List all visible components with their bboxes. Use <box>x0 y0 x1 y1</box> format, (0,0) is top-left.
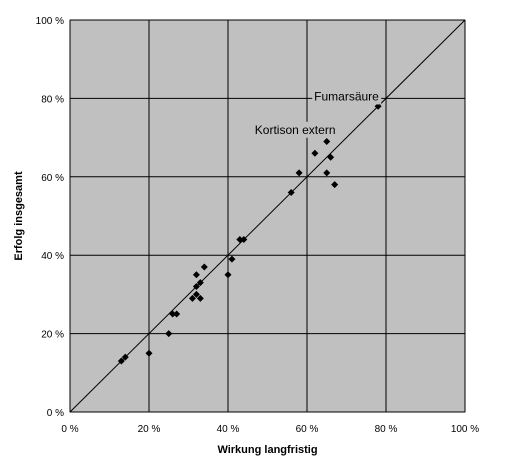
y-tick-label: 40 % <box>41 251 64 262</box>
x-tick-label: 80 % <box>375 424 398 435</box>
data-point-marker <box>121 353 129 361</box>
data-point-marker <box>145 349 153 357</box>
data-point-marker <box>165 330 173 338</box>
y-tick-label: 60 % <box>41 173 64 184</box>
data-point-marker <box>117 357 125 365</box>
data-point-marker <box>188 294 196 302</box>
data-point-marker <box>374 102 382 110</box>
data-point-marker <box>200 263 208 271</box>
data-point-marker <box>173 310 181 318</box>
y-tick-label: 0 % <box>47 408 64 419</box>
annotation-label: Kortison extern <box>255 123 336 137</box>
data-point-marker <box>196 279 204 287</box>
data-point-marker <box>327 153 335 161</box>
reference-diagonal-line <box>69 19 466 413</box>
data-points <box>117 102 382 365</box>
data-point-marker <box>224 271 232 279</box>
data-point-marker <box>236 236 244 244</box>
tick-labels: 0 % 20 % 40 % 60 % 80 % 100 % 0 % 20 % 40 % 60 % 8… <box>36 16 480 435</box>
data-point-marker <box>331 181 339 189</box>
x-tick-label: 100 % <box>451 424 479 435</box>
y-tick-label: 100 % <box>36 16 64 27</box>
x-axis-title: Wirkung langfristig <box>217 444 317 456</box>
data-point-marker <box>295 169 303 177</box>
x-tick-label: 20 % <box>138 424 161 435</box>
data-point-marker <box>287 188 295 196</box>
x-tick-label: 60 % <box>296 424 319 435</box>
data-point-marker <box>323 169 331 177</box>
y-tick-label: 80 % <box>41 94 64 105</box>
x-tick-label: 0 % <box>61 424 78 435</box>
data-point-marker <box>228 255 236 263</box>
annotation-backdrop <box>252 121 338 138</box>
gridlines <box>69 19 466 413</box>
data-point-marker <box>192 271 200 279</box>
annotations: Fumarsäure Kortison extern <box>252 88 382 138</box>
y-axis-title: Erfolg insgesamt <box>13 171 25 261</box>
data-point-marker <box>169 310 177 318</box>
data-point-marker <box>323 138 331 146</box>
data-point-marker <box>311 149 319 157</box>
data-point-marker <box>192 283 200 291</box>
data-point-marker <box>192 290 200 298</box>
x-tick-label: 40 % <box>217 424 240 435</box>
annotation-backdrop <box>312 88 382 105</box>
y-tick-label: 20 % <box>41 330 64 341</box>
data-point-marker <box>240 236 248 244</box>
data-point-marker <box>196 294 204 302</box>
annotation-label: Fumarsäure <box>314 89 379 103</box>
